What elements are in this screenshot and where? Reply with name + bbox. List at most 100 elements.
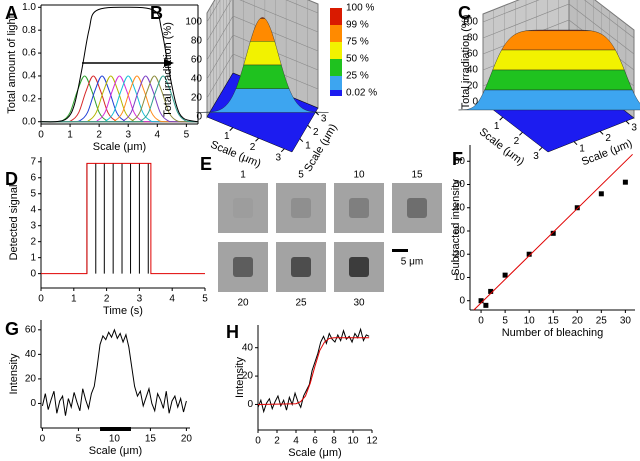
point (622, 179, 628, 185)
y-tick-label: 0.8 (22, 25, 36, 36)
x-tick (499, 116, 504, 121)
panel-letter: E (200, 154, 212, 174)
image-label: 15 (411, 170, 423, 181)
y-tick-label: 0.0 (22, 116, 36, 127)
y-tick-label: 7 (30, 156, 36, 167)
image-label: 5 (298, 170, 304, 181)
arrow (82, 59, 174, 67)
point (478, 298, 484, 304)
bleached-spot (407, 198, 427, 218)
y-tick-label: 0.4 (22, 71, 36, 82)
x-tick-label: 0 (38, 294, 44, 305)
colorbar-label: 25 % (346, 71, 369, 82)
bleached-spot (349, 257, 369, 277)
surface-band (243, 41, 282, 66)
grid-line (206, 53, 319, 99)
x-tick-label: 1 (494, 121, 500, 132)
x-tick-label: 10 (347, 436, 359, 447)
colorbar-label: 75 % (346, 37, 369, 48)
panel-letter: H (226, 322, 239, 342)
y-tick-label: 0.2 (22, 93, 36, 104)
colorbar-bottom (330, 90, 342, 96)
x-tick-label: 2 (250, 142, 256, 153)
x-tick-label: 1 (224, 131, 230, 142)
point (526, 251, 532, 257)
x-axis-label: Time (s) (103, 305, 143, 317)
grid-line (482, 3, 635, 55)
y-axis-label: Total amount of light (6, 15, 18, 113)
x-tick-label: 15 (145, 434, 157, 445)
line (40, 75, 199, 123)
bleached-spot (291, 257, 311, 277)
y-tick (315, 111, 319, 116)
y-tick-label: 40 (242, 342, 254, 353)
x-tick-label: 20 (572, 316, 584, 327)
colorbar-segment (330, 59, 342, 76)
colorbar-label: 99 % (346, 20, 369, 31)
point (598, 191, 604, 197)
x-tick (280, 148, 285, 153)
y-tick-label: 2 (30, 236, 36, 247)
z-tick-label: 0 (472, 97, 478, 108)
x-tick-label: 10 (524, 316, 536, 327)
grid-line (206, 34, 319, 80)
x-tick-label: 25 (596, 316, 608, 327)
x-tick-label: 3 (137, 294, 143, 305)
panel-letter: F (452, 149, 463, 169)
x-axis-label: Scale (μm) (288, 447, 341, 459)
x-tick-label: 3 (125, 130, 131, 141)
y-tick-label: 0.6 (22, 48, 36, 59)
y-tick-label: 10 (454, 272, 466, 283)
y-tick-label: 0 (30, 398, 36, 409)
y-tick-label: 1 (30, 252, 36, 263)
panel-letter: A (5, 3, 18, 23)
z-tick-label: 60 (467, 49, 479, 60)
surface-band (259, 17, 266, 19)
x-tick-label: 30 (620, 316, 632, 327)
surface-band (492, 49, 625, 71)
y-tick-label: 1.0 (22, 2, 36, 13)
scale-bar-label: 5 μm (401, 257, 423, 268)
y-tick (299, 138, 304, 143)
x-tick-label: 5 (202, 294, 208, 305)
y-tick (599, 131, 604, 135)
y-tick-label: 3 (321, 114, 327, 125)
x-tick-label: 12 (366, 436, 378, 447)
point (502, 272, 508, 278)
x-tick-label: 0 (478, 316, 484, 327)
z-tick-label: 80 (191, 36, 203, 47)
z-tick-label: 100 (461, 17, 478, 28)
y-tick-label: 60 (454, 156, 466, 167)
surface-band (250, 18, 275, 42)
x-tick-label: 8 (331, 436, 337, 447)
y-tick-label: 50 (454, 179, 466, 190)
x-tick-label: 10 (109, 434, 121, 445)
grid-line (206, 0, 319, 42)
y-tick-label: 6 (30, 172, 36, 183)
x-tick-label: 4 (169, 294, 175, 305)
y-tick-label: 1 (579, 143, 585, 154)
y-tick-label: 40 (454, 202, 466, 213)
grid-line (206, 15, 319, 61)
bleached-spot (291, 198, 311, 218)
x-tick-label: 5 (184, 130, 190, 141)
x-tick-label: 20 (181, 434, 193, 445)
bleached-spot (349, 198, 369, 218)
z-axis-label: Total irradiation (%) (162, 22, 174, 117)
point (483, 302, 489, 308)
z-tick-label: 20 (191, 93, 203, 104)
x-tick-label: 3 (533, 151, 539, 162)
z-tick-label: 40 (191, 74, 203, 85)
x-tick-label: 15 (548, 316, 560, 327)
x-tick-label: 2 (514, 136, 520, 147)
x-tick (229, 127, 234, 131)
z-tick-label: 60 (191, 55, 203, 66)
x-tick (538, 147, 543, 151)
line (257, 327, 370, 414)
x-tick-label: 0 (38, 130, 44, 141)
x-tick-label: 4 (293, 436, 299, 447)
y-tick-label: 40 (25, 349, 37, 360)
line (40, 6, 199, 123)
y-tick-label: 1 (305, 140, 311, 151)
